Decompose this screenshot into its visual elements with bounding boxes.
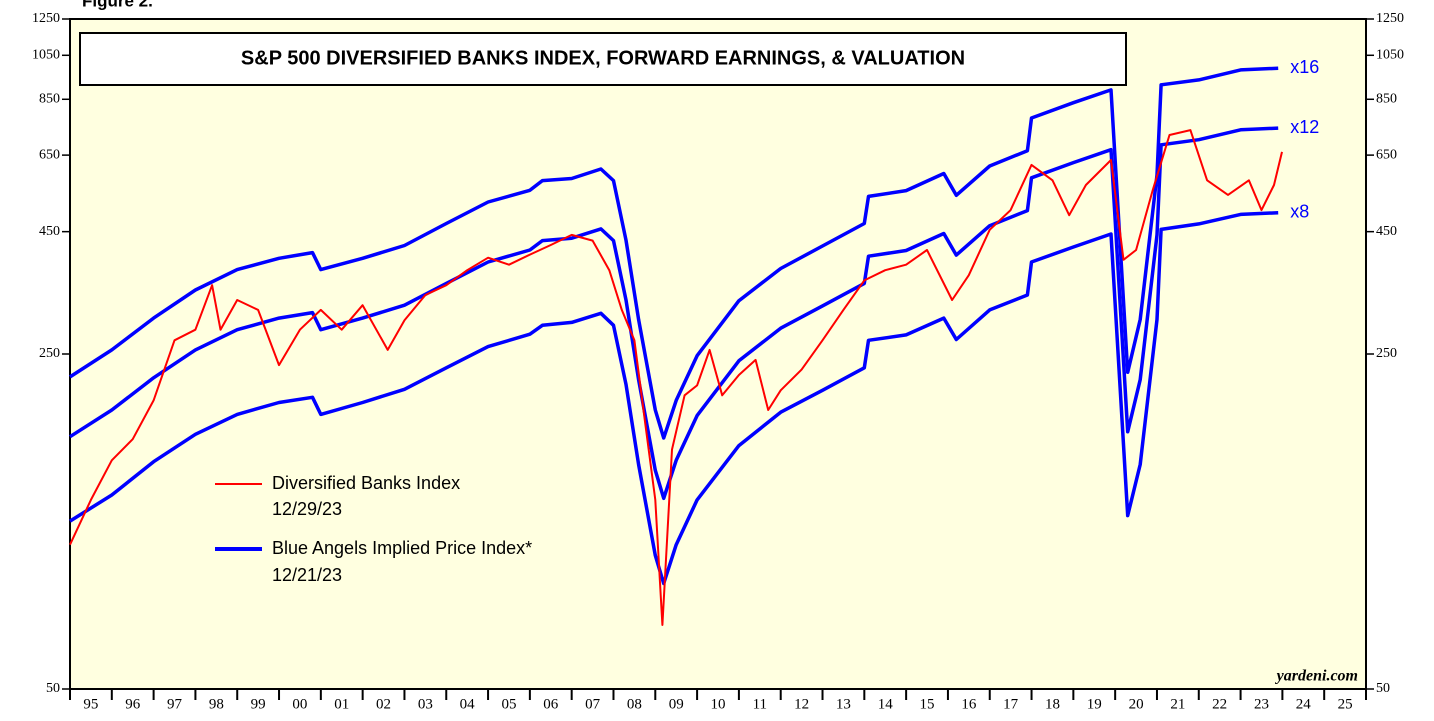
multiple-line [69,126,1279,501]
legend-date: 12/21/23 [272,565,342,585]
y-tick-label: 450 [1376,224,1397,239]
y-tick-label: 1050 [1376,48,1404,63]
y-tick-label: 850 [1376,91,1397,106]
x-tick-label: 16 [961,696,977,712]
line-label: x8 [1290,201,1309,221]
y-tick-label: 1250 [1376,11,1404,26]
plot-area [69,18,1367,690]
x-tick-label: 12 [794,696,809,712]
x-tick-label: 95 [83,696,98,712]
x-tick-label: 02 [376,696,391,712]
x-tick-label: 97 [167,696,183,712]
y-tick-label: 650 [1376,147,1397,162]
figure-label: Figure 2. [82,0,153,10]
source: yardeni.com [1275,668,1358,685]
x-tick-label: 01 [334,696,349,712]
y-tick-label: 250 [39,346,60,361]
x-tick-label: 19 [1087,696,1102,712]
x-tick-label: 11 [753,696,767,712]
x-tick-label: 23 [1254,696,1269,712]
chart-title: S&P 500 DIVERSIFIED BANKS INDEX, FORWARD… [241,47,965,69]
x-tick-label: 04 [460,696,476,712]
x-tick-label: 99 [251,696,266,712]
x-tick-label: 03 [418,696,433,712]
legend-label: Diversified Banks Index [272,473,460,493]
x-tick-label: 07 [585,696,601,712]
x-tick-label: 06 [543,696,559,712]
y-tick-label: 50 [46,681,60,696]
y-tick-label: 1050 [32,48,60,63]
x-tick-label: 25 [1338,696,1353,712]
line-label: x16 [1290,57,1319,77]
y-tick-label: 50 [1376,681,1390,696]
x-tick-label: 22 [1212,696,1227,712]
legend-label: Blue Angels Implied Price Index* [272,538,532,558]
x-tick-label: 24 [1296,696,1312,712]
x-tick-label: 18 [1045,696,1060,712]
multiple-line [69,210,1279,586]
legend-date: 12/29/23 [272,499,342,519]
x-tick-label: 17 [1003,696,1019,712]
x-tick-label: 98 [209,696,224,712]
line-label: x12 [1290,117,1319,137]
x-tick-label: 20 [1129,696,1144,712]
x-tick-label: 15 [920,696,935,712]
x-tick-label: 21 [1170,696,1185,712]
multiple-line [69,66,1279,440]
y-tick-label: 850 [39,91,60,106]
x-tick-label: 14 [878,696,894,712]
x-tick-label: 00 [292,696,307,712]
title-box [79,32,1127,86]
y-tick-label: 1250 [32,11,60,26]
x-tick-label: 05 [501,696,516,712]
x-tick-label: 10 [711,696,726,712]
y-tick-label: 650 [39,147,60,162]
x-tick-label: 13 [836,696,851,712]
x-tick-label: 96 [125,696,141,712]
index-line [69,129,1283,626]
x-tick-label: 08 [627,696,642,712]
y-tick-label: 250 [1376,346,1397,361]
x-tick-label: 09 [669,696,684,712]
y-tick-label: 450 [39,224,60,239]
